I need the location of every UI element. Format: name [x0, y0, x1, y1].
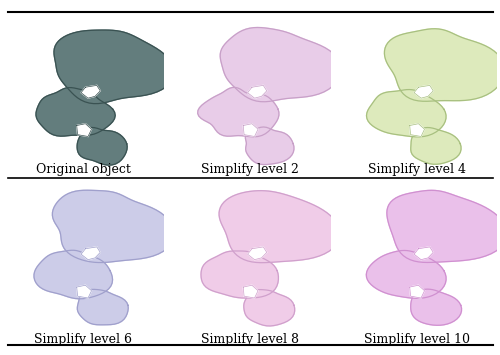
Polygon shape — [244, 290, 294, 326]
Polygon shape — [248, 86, 267, 98]
Polygon shape — [243, 124, 258, 136]
Polygon shape — [36, 88, 115, 136]
Polygon shape — [220, 27, 341, 102]
Polygon shape — [52, 190, 174, 263]
Polygon shape — [384, 29, 500, 101]
Polygon shape — [78, 289, 128, 325]
Polygon shape — [81, 86, 100, 98]
Polygon shape — [243, 285, 258, 298]
Polygon shape — [387, 190, 500, 262]
Polygon shape — [76, 124, 92, 136]
Text: Simplify level 10: Simplify level 10 — [364, 333, 470, 346]
Polygon shape — [201, 251, 278, 298]
Polygon shape — [198, 87, 279, 137]
Polygon shape — [366, 89, 446, 137]
Polygon shape — [77, 127, 127, 165]
Text: Simplify level 8: Simplify level 8 — [201, 333, 299, 346]
Text: Simplify level 4: Simplify level 4 — [368, 163, 466, 176]
Polygon shape — [411, 127, 461, 164]
Text: Simplify level 6: Simplify level 6 — [34, 333, 132, 346]
Polygon shape — [410, 285, 424, 298]
Polygon shape — [414, 86, 434, 98]
Polygon shape — [410, 124, 424, 136]
Polygon shape — [34, 250, 112, 299]
Text: Simplify level 2: Simplify level 2 — [201, 163, 299, 176]
Polygon shape — [219, 191, 340, 263]
Polygon shape — [76, 285, 92, 298]
Polygon shape — [54, 30, 174, 104]
Polygon shape — [246, 127, 294, 165]
Polygon shape — [366, 250, 446, 298]
Polygon shape — [414, 247, 434, 260]
Polygon shape — [410, 289, 462, 325]
Polygon shape — [248, 247, 267, 260]
Polygon shape — [81, 247, 100, 260]
Text: Original object: Original object — [36, 163, 131, 176]
